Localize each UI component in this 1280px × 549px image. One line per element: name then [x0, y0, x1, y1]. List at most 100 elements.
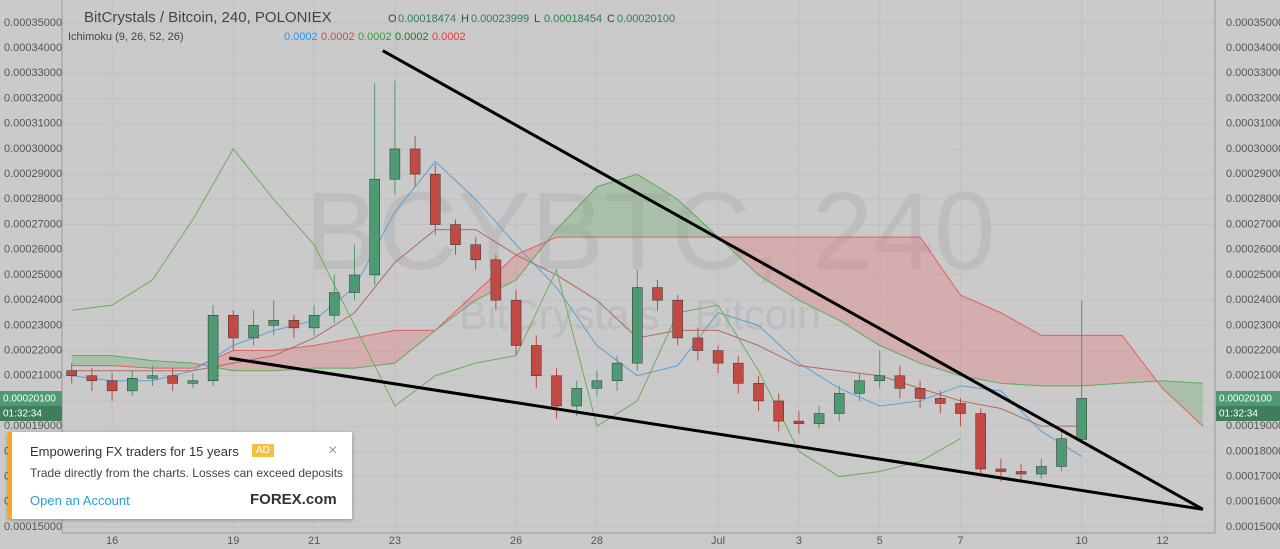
y-tick-label: 0.00025000 — [1226, 269, 1280, 281]
candle-body — [712, 350, 724, 364]
cloud-segment — [1162, 380, 1203, 427]
y-tick-label: 0.00028000 — [4, 193, 62, 205]
price-tag-label: 0.00020100 — [3, 394, 56, 405]
candle-body — [914, 388, 926, 399]
candle-body — [369, 178, 380, 276]
candle-body — [894, 375, 906, 389]
y-tick-label: 0.00031000 — [1226, 118, 1280, 130]
cloud-segment — [314, 337, 355, 369]
span-a-line — [71, 173, 1203, 387]
y-tick-label: 0.00019000 — [1226, 420, 1280, 432]
candle-body — [1036, 466, 1047, 475]
candle-body — [995, 468, 1007, 472]
chart-title: BitCrystals / Bitcoin, 240, POLONIEX — [84, 9, 332, 26]
candle-body — [228, 315, 239, 339]
cloud-segment — [112, 355, 153, 369]
x-tick-label: 23 — [389, 535, 401, 547]
candle-body — [329, 292, 340, 316]
y-tick-label: 0.00032000 — [1226, 92, 1280, 104]
candle-body — [510, 299, 522, 346]
indicator-name: Ichimoku (9, 26, 52, 26) — [68, 31, 184, 43]
ad-popup: Empowering FX traders for 15 years AD Tr… — [8, 432, 352, 519]
indicator-value: 0.0002 — [284, 31, 318, 43]
ad-badge: AD — [252, 444, 274, 457]
ohlc-value: 0.00023999 — [471, 13, 529, 25]
ohlc-key: H — [461, 13, 469, 25]
candle-body — [409, 148, 421, 175]
indicator-value: 0.0002 — [395, 31, 429, 43]
countdown-tag — [0, 406, 62, 421]
candle-body — [571, 388, 582, 407]
y-tick-label: 0.00027000 — [1226, 218, 1280, 230]
x-tick-label: 3 — [796, 535, 802, 547]
y-tick-label: 0.00015000 — [1226, 521, 1280, 533]
ohlc-key: C — [607, 13, 615, 25]
candle-body — [611, 362, 623, 382]
candle-body — [86, 375, 98, 382]
price-tag — [0, 391, 62, 406]
candle-body — [753, 383, 764, 402]
ad-text: Trade directly from the charts. Losses c… — [30, 466, 344, 480]
cloud-segment — [354, 330, 395, 369]
y-tick-label: 0.00023000 — [4, 319, 62, 331]
cloud-segment — [556, 186, 597, 238]
cloud-segment — [960, 295, 1001, 384]
candle-body — [955, 403, 966, 414]
trendline — [229, 356, 1204, 511]
candle-body — [793, 420, 805, 424]
candle-body — [167, 375, 178, 384]
ad-brand: FOREX.com — [250, 491, 337, 508]
watermark: BCYBTC, 240 — [305, 170, 996, 293]
y-tick-label: 0.00034000 — [1226, 42, 1280, 54]
candle-body — [268, 320, 279, 326]
candle-body — [490, 259, 502, 301]
candle-body — [1076, 398, 1087, 440]
x-tick-label: 10 — [1076, 535, 1088, 547]
y-tick-label: 0.00031000 — [4, 118, 62, 130]
y-tick-label: 0.00030000 — [1226, 143, 1280, 155]
ohlc-key: L — [534, 13, 540, 25]
cloud-segment — [71, 355, 113, 366]
indicator-line — [71, 229, 1082, 427]
y-tick-label: 0.00017000 — [1226, 470, 1280, 482]
ohlc-value: 0.00018454 — [544, 13, 602, 25]
candle-body — [733, 362, 744, 384]
ad-close[interactable]: × — [328, 442, 338, 459]
candle-body — [450, 224, 461, 245]
ohlc-value: 0.00018474 — [398, 13, 456, 25]
y-tick-label: 0.00035000 — [1226, 17, 1280, 29]
x-tick-label: 12 — [1156, 535, 1168, 547]
candle-body — [349, 274, 360, 293]
x-tick-label: 19 — [227, 535, 239, 547]
price-tag — [1216, 391, 1280, 406]
span-b-line — [71, 236, 1204, 427]
candle-body — [248, 325, 259, 339]
cloud-segment — [920, 237, 961, 376]
ad-link[interactable]: Open an Account — [30, 493, 130, 508]
y-tick-label: 0.00024000 — [1226, 294, 1280, 306]
cloud-segment — [758, 237, 799, 301]
indicator-value: 0.0002 — [321, 31, 355, 43]
candle-body — [187, 380, 199, 384]
x-tick-label: Jul — [711, 535, 725, 547]
candle-body — [672, 299, 683, 339]
ohlc-value: 0.00020100 — [617, 13, 675, 25]
candle-body — [975, 413, 986, 470]
candle-body — [470, 244, 481, 261]
x-tick-label: 21 — [308, 535, 320, 547]
candle-body — [935, 398, 946, 404]
y-tick-label: 0.00035000 — [4, 17, 62, 29]
candle-body — [652, 287, 663, 301]
y-tick-label: 0.00034000 — [4, 42, 62, 54]
x-tick-label: 16 — [106, 535, 118, 547]
candle-body — [1015, 471, 1027, 475]
y-tick-label: 0.00026000 — [4, 244, 62, 256]
y-tick-label: 0.00025000 — [4, 269, 62, 281]
cloud-segment — [596, 174, 638, 238]
candle-body — [551, 375, 562, 407]
y-tick-label: 0.00021000 — [4, 370, 62, 382]
candle-body — [288, 320, 300, 329]
cloud-segment — [1000, 312, 1042, 386]
y-tick-label: 0.00028000 — [1226, 193, 1280, 205]
